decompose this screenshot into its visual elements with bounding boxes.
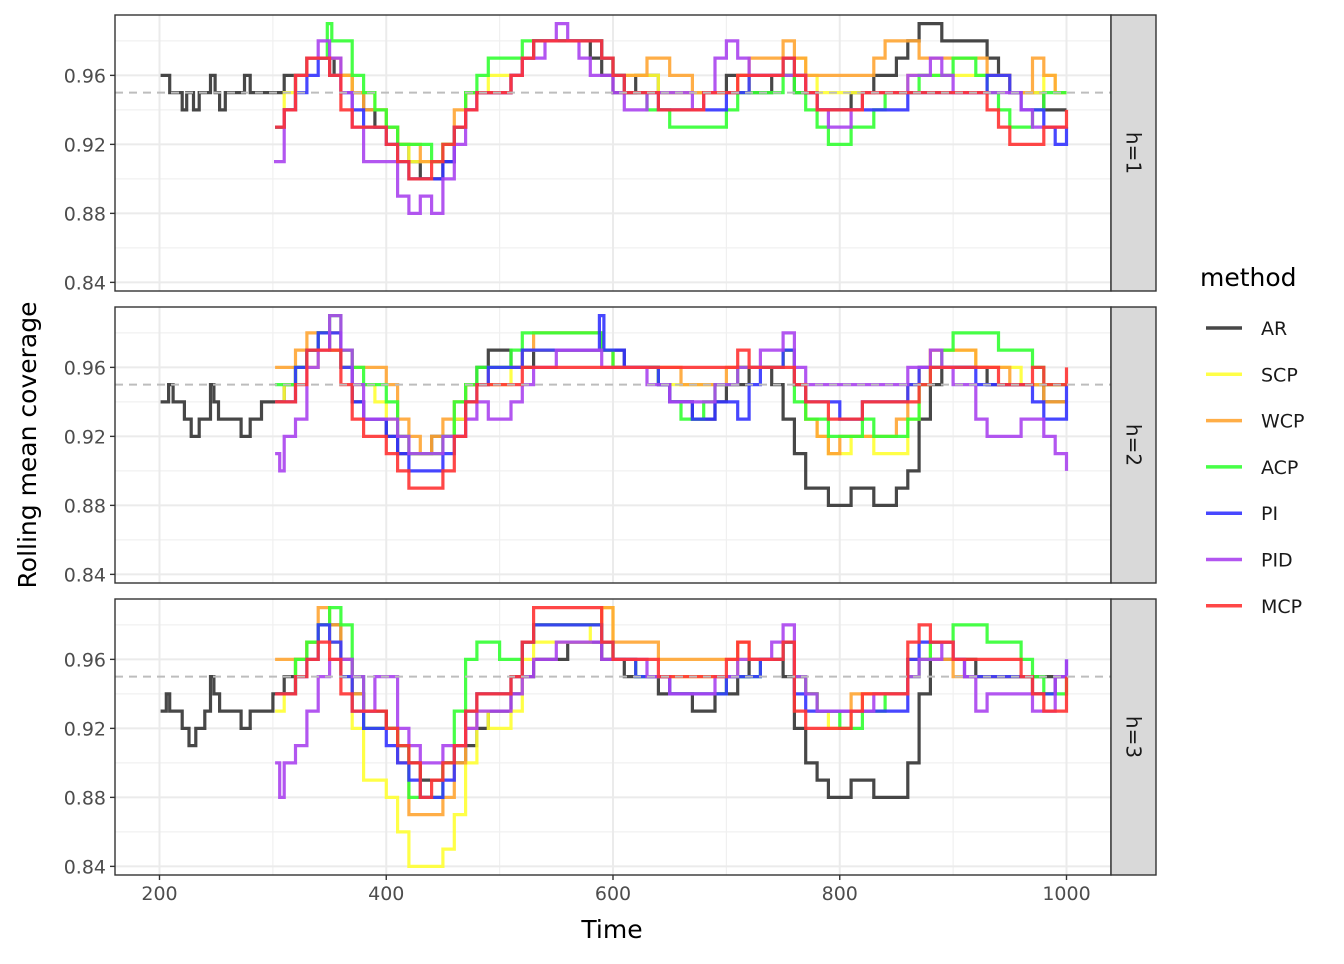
legend-entry-pid: PID: [1206, 550, 1293, 572]
legend-title: method: [1200, 263, 1297, 292]
series-line-pid: [274, 22, 1067, 215]
facet-panel-1: 0.84 0.88 0.92 0.96 h=1: [64, 14, 1157, 294]
facet-panel-3: 0.84 0.88 0.92 0.96 h=3: [64, 598, 1157, 878]
strip-label: h=1: [1122, 132, 1146, 174]
y-tick-label: 0.84: [64, 272, 106, 294]
x-axis: 200 400 600 800 1000: [141, 875, 1091, 905]
series-line-pid: [275, 314, 1069, 473]
strip-background: [1110, 306, 1157, 584]
y-tick-label: 0.88: [64, 787, 106, 809]
strip-background: [1110, 598, 1157, 876]
legend-entry-label: ACP: [1261, 457, 1298, 479]
y-tick-label: 0.96: [64, 65, 106, 87]
series-line-acp: [275, 22, 1067, 164]
x-tick-label: 1000: [1042, 883, 1090, 905]
x-tick-label: 200: [141, 883, 177, 905]
y-tick-label: 0.88: [64, 203, 106, 225]
x-tick-label: 400: [368, 883, 404, 905]
series-line-mcp: [275, 606, 1069, 799]
strip-label: h=2: [1122, 424, 1146, 466]
y-tick-label: 0.96: [64, 649, 106, 671]
legend-entry-acp: ACP: [1206, 457, 1298, 479]
x-tick-label: 600: [595, 883, 631, 905]
x-axis-title: Time: [580, 915, 642, 944]
y-axis-title: Rolling mean coverage: [13, 302, 42, 589]
y-tick-label: 0.92: [64, 718, 106, 740]
strip-label: h=3: [1122, 716, 1146, 758]
legend-entry-wcp: WCP: [1206, 411, 1305, 433]
series-line-mcp: [275, 348, 1069, 490]
legend-entry-label: SCP: [1261, 364, 1298, 386]
y-tick-label: 0.92: [64, 134, 106, 156]
legend-entry-label: AR: [1261, 318, 1287, 340]
legend-entry-ar: AR: [1206, 318, 1287, 340]
legend: method AR SCP WCP ACP PI PID MCP: [1200, 263, 1305, 618]
legend-entry-label: PID: [1261, 550, 1293, 572]
series-line-pi: [275, 314, 1069, 473]
strip-background: [1110, 14, 1157, 292]
legend-entry-label: WCP: [1261, 411, 1305, 433]
y-tick-label: 0.84: [64, 856, 106, 878]
legend-entry-pi: PI: [1206, 503, 1278, 525]
facet-panel-2: 0.84 0.88 0.92 0.96 h=2: [64, 306, 1157, 586]
legend-entry-scp: SCP: [1206, 364, 1298, 386]
y-tick-label: 0.88: [64, 495, 106, 517]
legend-entry-mcp: MCP: [1206, 596, 1302, 618]
legend-entry-label: MCP: [1261, 596, 1302, 618]
legend-entry-label: PI: [1261, 503, 1278, 525]
y-tick-label: 0.84: [64, 564, 106, 586]
y-tick-label: 0.96: [64, 357, 106, 379]
x-tick-label: 800: [822, 883, 858, 905]
y-tick-label: 0.92: [64, 426, 106, 448]
